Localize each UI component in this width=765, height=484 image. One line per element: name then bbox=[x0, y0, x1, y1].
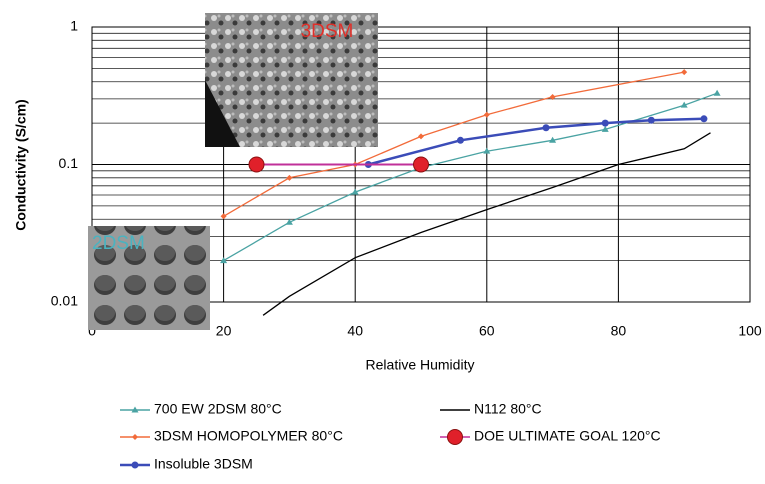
y-tick-label: 0.1 bbox=[59, 155, 79, 171]
marker bbox=[543, 124, 550, 131]
legend-label: DOE ULTIMATE GOAL 120°C bbox=[474, 428, 661, 444]
inset-label: 2DSM bbox=[92, 233, 145, 254]
x-axis-label: Relative Humidity bbox=[366, 357, 475, 373]
marker bbox=[220, 257, 227, 263]
x-tick-label: 40 bbox=[347, 323, 363, 339]
x-tick-label: 60 bbox=[479, 323, 495, 339]
y-tick-label: 0.01 bbox=[51, 293, 78, 309]
marker bbox=[681, 69, 687, 75]
marker bbox=[414, 157, 429, 172]
legend-label: 700 EW 2DSM 80°C bbox=[154, 401, 282, 417]
legend-label: 3DSM HOMOPOLYMER 80°C bbox=[154, 428, 343, 444]
y-tick-label: 1 bbox=[70, 18, 78, 34]
legend-label: Insoluble 3DSM bbox=[154, 456, 253, 472]
marker bbox=[484, 112, 490, 118]
legend-label: N112 80°C bbox=[474, 401, 542, 417]
marker bbox=[602, 120, 609, 127]
x-tick-label: 100 bbox=[738, 323, 762, 339]
legend-marker bbox=[132, 462, 139, 469]
chart: 0.010.11020406080100 3DSM 2DSM Relative … bbox=[0, 0, 765, 479]
y-axis-label: Conductivity (S/cm) bbox=[13, 99, 29, 230]
marker bbox=[714, 90, 721, 96]
marker bbox=[700, 115, 707, 122]
inset-label: 3DSM bbox=[301, 21, 354, 42]
marker bbox=[221, 213, 227, 219]
marker bbox=[286, 175, 292, 181]
marker bbox=[648, 117, 655, 124]
legend-marker bbox=[132, 434, 138, 440]
marker bbox=[418, 133, 424, 139]
x-tick-label: 20 bbox=[216, 323, 232, 339]
marker bbox=[457, 137, 464, 144]
marker bbox=[249, 157, 264, 172]
x-tick-label: 80 bbox=[611, 323, 627, 339]
legend-marker bbox=[448, 430, 463, 445]
